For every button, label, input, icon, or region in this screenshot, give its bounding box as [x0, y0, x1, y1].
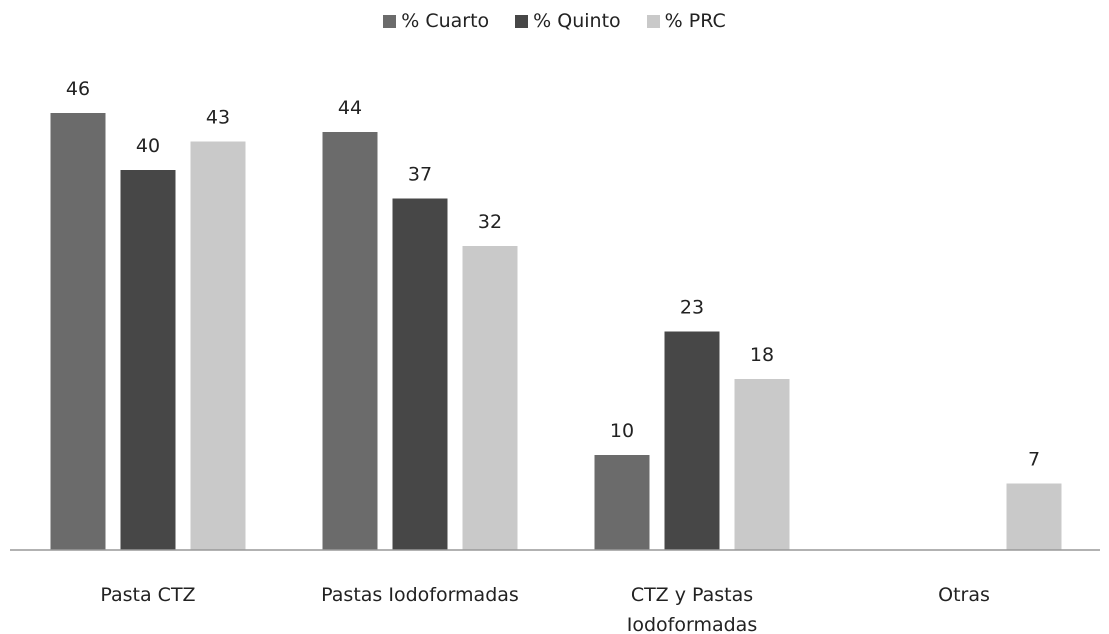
bar [120, 170, 176, 550]
x-tick-label: CTZ y Pastas Iodoformadas [626, 584, 758, 634]
legend-label: % PRC [664, 10, 726, 32]
legend-item: % PRC [646, 10, 726, 32]
data-label: 44 [338, 97, 362, 119]
bar [392, 198, 448, 550]
x-tick-label: Otras [938, 584, 990, 606]
legend-label: % Cuarto [401, 10, 490, 32]
data-label: 18 [750, 344, 774, 366]
data-label: 37 [408, 164, 432, 186]
data-label: 46 [66, 78, 90, 100]
legend-swatch [515, 14, 529, 28]
legend-swatch [646, 14, 660, 28]
bar [664, 331, 720, 550]
legend-label: % Quinto [533, 10, 621, 32]
bar [322, 132, 378, 550]
legend-swatch [383, 14, 397, 28]
legend-item: % Quinto [515, 10, 621, 32]
bar [1006, 483, 1062, 550]
bar [50, 113, 106, 550]
bar [462, 246, 518, 550]
data-label: 40 [136, 135, 160, 157]
data-label: 32 [478, 211, 502, 233]
bar [594, 455, 650, 550]
legend-item: % Cuarto [383, 10, 489, 32]
data-label: 7 [1028, 449, 1040, 471]
legend: % Cuarto % Quinto % PRC [0, 10, 1109, 32]
data-label: 10 [610, 420, 634, 442]
bar [734, 379, 790, 550]
x-tick-label: Pasta CTZ [100, 584, 196, 606]
data-label: 43 [206, 107, 230, 129]
data-label: 23 [680, 297, 704, 319]
bar [190, 141, 246, 550]
x-tick-label: Pastas Iodoformadas [321, 584, 519, 606]
